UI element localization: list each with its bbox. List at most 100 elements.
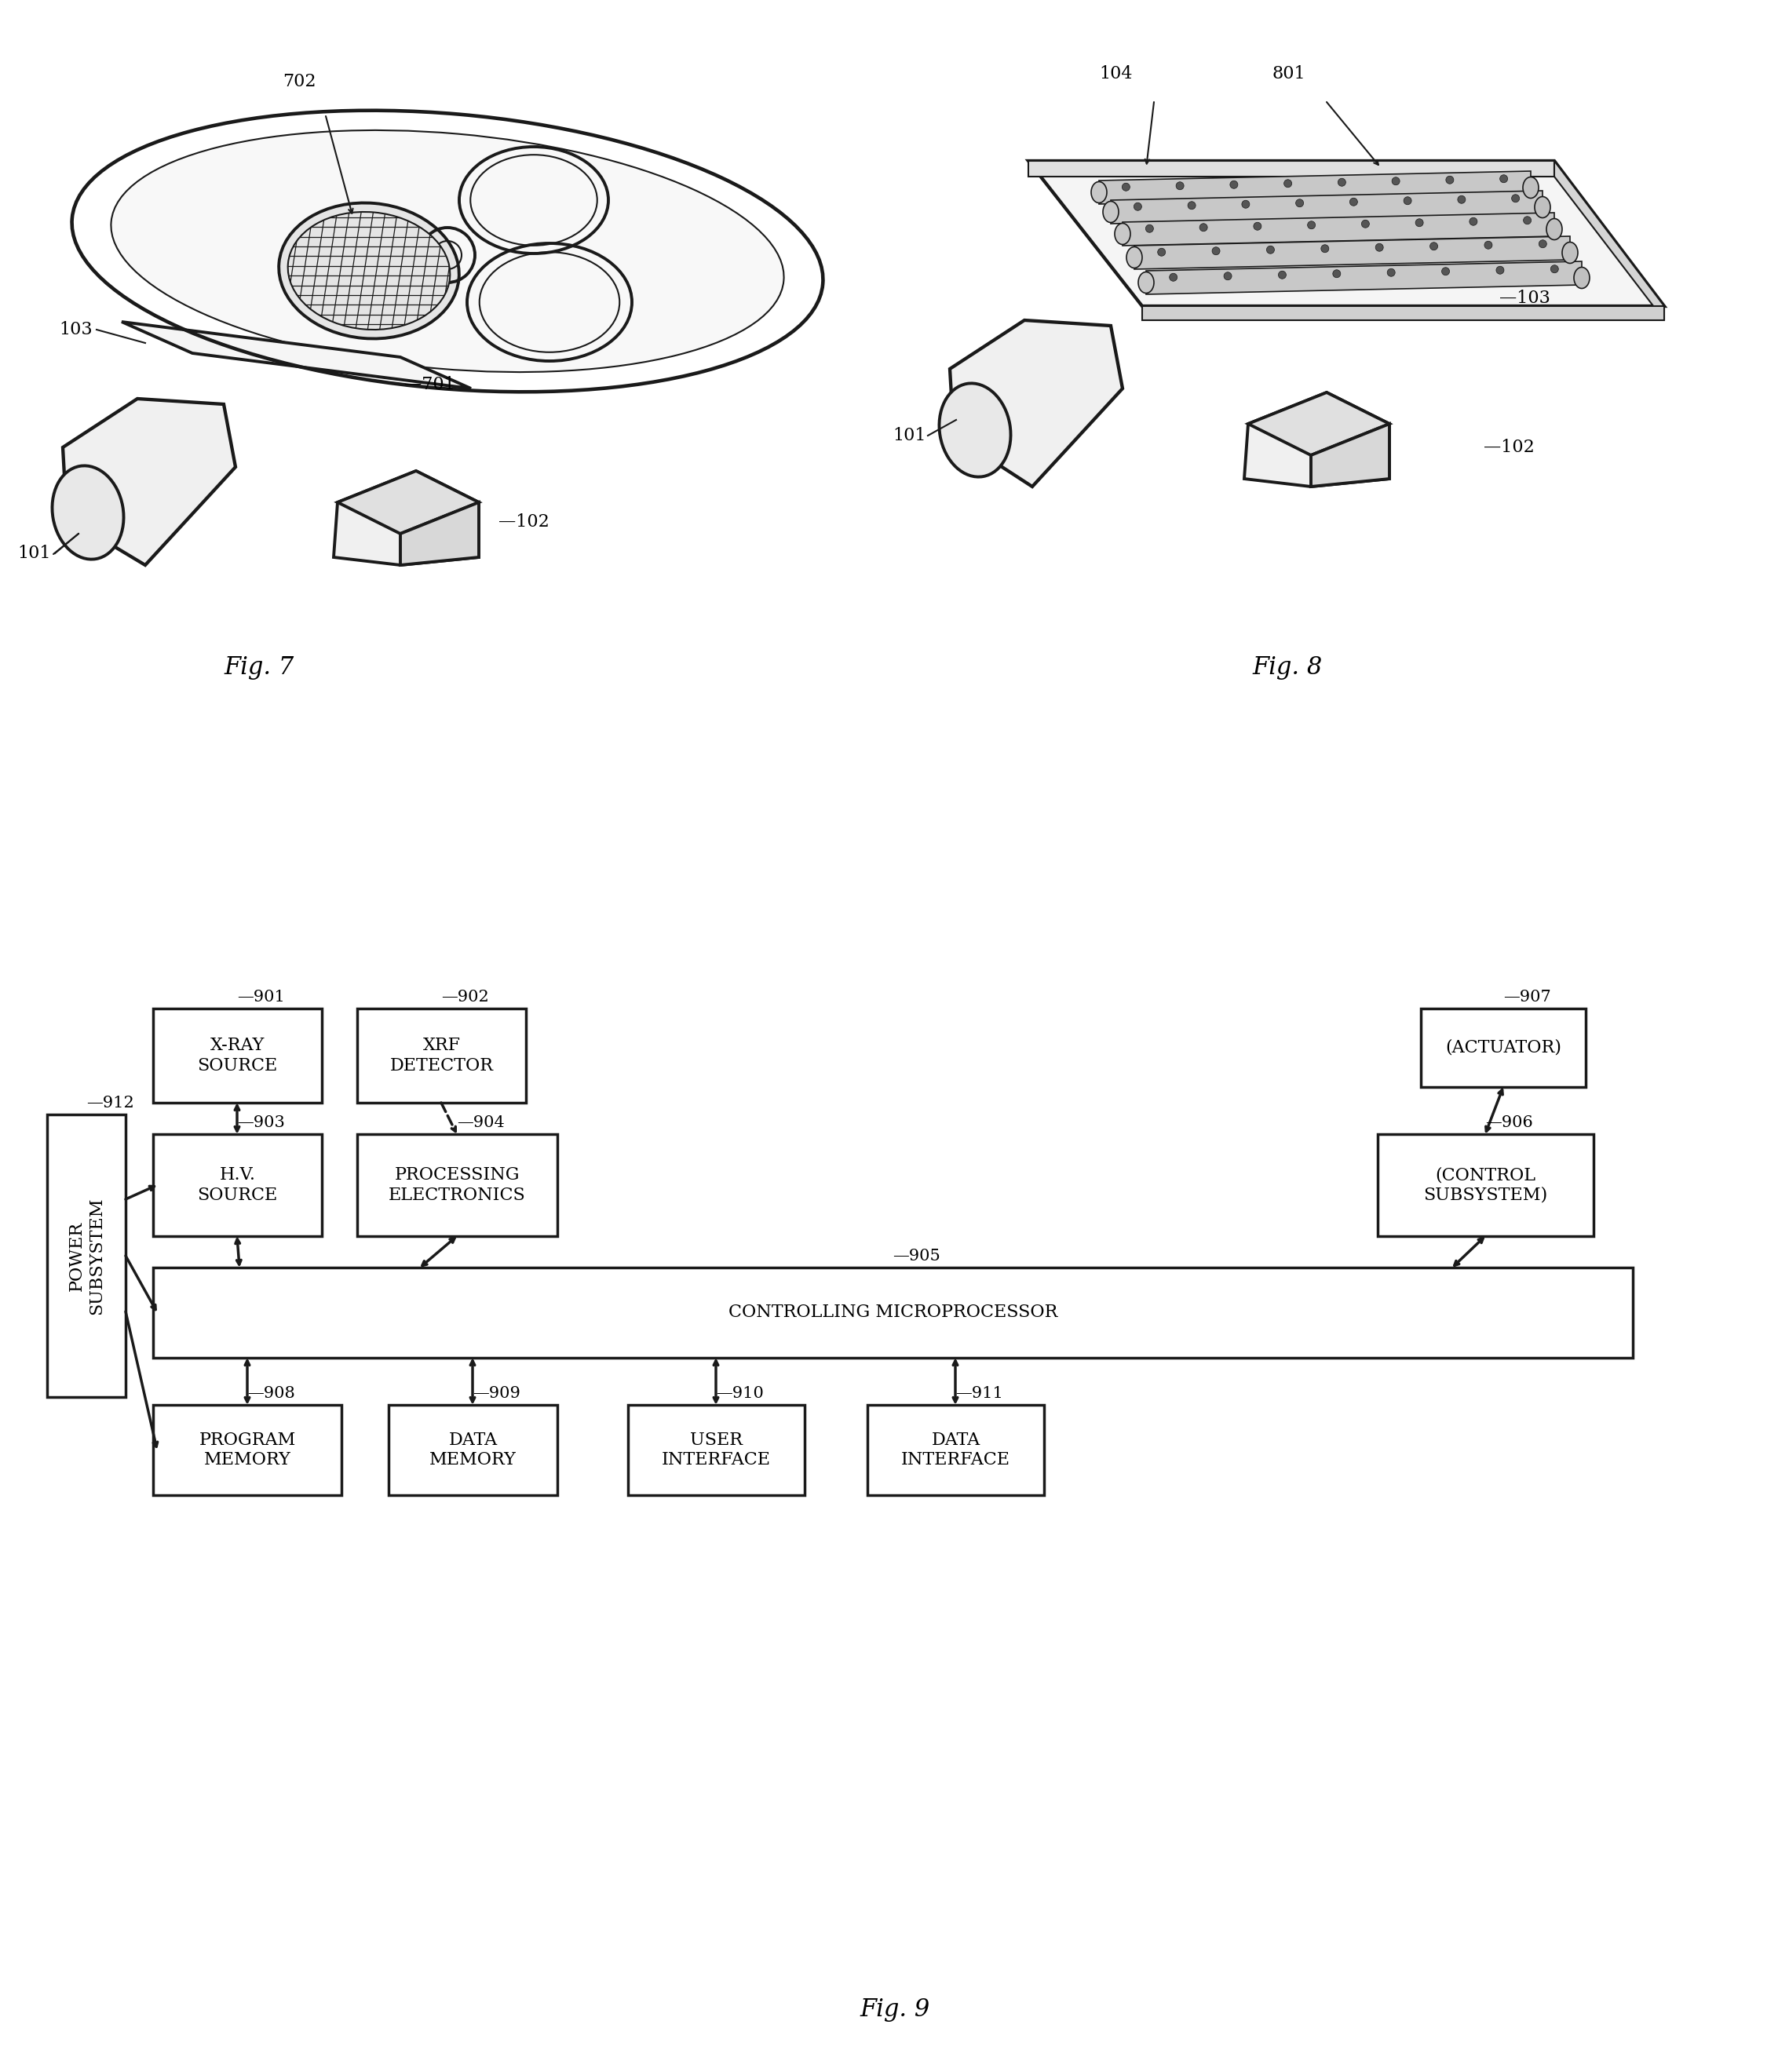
Circle shape: [1145, 224, 1154, 232]
Text: DATA
INTERFACE: DATA INTERFACE: [902, 1432, 1011, 1469]
Circle shape: [1254, 222, 1261, 230]
Bar: [154, 1133, 322, 1237]
Circle shape: [1320, 244, 1329, 253]
Text: —901: —901: [238, 990, 284, 1005]
Text: —701: —701: [404, 375, 454, 394]
Circle shape: [1512, 195, 1519, 203]
Bar: [358, 1009, 526, 1102]
Polygon shape: [1243, 392, 1390, 487]
Polygon shape: [1122, 213, 1555, 247]
Text: 101: 101: [893, 427, 927, 443]
Circle shape: [1279, 271, 1286, 280]
Text: PROGRAM
MEMORY: PROGRAM MEMORY: [199, 1432, 295, 1469]
Ellipse shape: [939, 383, 1011, 477]
Circle shape: [1469, 218, 1478, 226]
Polygon shape: [1029, 162, 1555, 176]
Text: 103: 103: [59, 321, 93, 338]
Polygon shape: [1141, 307, 1664, 321]
Bar: [154, 1268, 1633, 1357]
Circle shape: [1386, 269, 1395, 276]
Ellipse shape: [1522, 176, 1539, 199]
Polygon shape: [401, 501, 479, 566]
Text: Fig. 9: Fig. 9: [861, 1997, 930, 2022]
Circle shape: [1308, 222, 1315, 230]
Text: —911: —911: [955, 1386, 1004, 1401]
Text: —102: —102: [1483, 439, 1535, 456]
Text: DATA
MEMORY: DATA MEMORY: [429, 1432, 517, 1469]
Circle shape: [1333, 269, 1340, 278]
Circle shape: [1175, 182, 1184, 191]
Text: Fig. 7: Fig. 7: [224, 655, 293, 680]
Circle shape: [1157, 249, 1165, 257]
Circle shape: [1267, 247, 1274, 253]
Ellipse shape: [52, 466, 123, 559]
Circle shape: [1496, 267, 1505, 274]
Circle shape: [1231, 180, 1238, 189]
Ellipse shape: [1562, 242, 1578, 263]
Circle shape: [1285, 180, 1292, 186]
Circle shape: [1200, 224, 1208, 232]
Circle shape: [1361, 220, 1369, 228]
Text: 104: 104: [1098, 64, 1132, 83]
Bar: [47, 1115, 125, 1397]
Circle shape: [1442, 267, 1449, 276]
Text: 101: 101: [18, 545, 52, 562]
Polygon shape: [1029, 162, 1664, 307]
Circle shape: [1134, 203, 1141, 211]
Text: —905: —905: [893, 1249, 941, 1264]
Ellipse shape: [111, 131, 784, 373]
Text: —902: —902: [442, 990, 488, 1005]
Polygon shape: [950, 321, 1122, 487]
Polygon shape: [1111, 191, 1542, 224]
Polygon shape: [1311, 425, 1390, 487]
Text: —909: —909: [472, 1386, 521, 1401]
Circle shape: [1188, 201, 1195, 209]
Text: —912: —912: [86, 1096, 134, 1111]
Ellipse shape: [1115, 224, 1131, 244]
Bar: [1420, 1009, 1585, 1088]
Circle shape: [1499, 174, 1508, 182]
Polygon shape: [1555, 162, 1664, 321]
Text: 702: 702: [283, 73, 317, 91]
Circle shape: [1458, 195, 1465, 203]
Circle shape: [1376, 244, 1383, 251]
Text: XRF
DETECTOR: XRF DETECTOR: [390, 1036, 494, 1073]
Text: POWER
SUBSYSTEM: POWER SUBSYSTEM: [68, 1198, 106, 1314]
Circle shape: [1295, 199, 1304, 207]
Circle shape: [1429, 242, 1438, 251]
Polygon shape: [333, 470, 479, 566]
Circle shape: [1170, 274, 1177, 282]
Bar: [1378, 1133, 1594, 1237]
Polygon shape: [1098, 172, 1531, 203]
Text: —910: —910: [716, 1386, 764, 1401]
Circle shape: [1404, 197, 1412, 205]
Text: —908: —908: [247, 1386, 295, 1401]
Text: H.V.
SOURCE: H.V. SOURCE: [197, 1167, 277, 1204]
Text: (CONTROL
SUBSYSTEM): (CONTROL SUBSYSTEM): [1424, 1167, 1547, 1204]
Polygon shape: [1249, 392, 1390, 456]
Text: CONTROLLING MICROPROCESSOR: CONTROLLING MICROPROCESSOR: [728, 1303, 1057, 1322]
Text: —903: —903: [238, 1115, 284, 1129]
Text: —102: —102: [499, 514, 549, 530]
Circle shape: [1539, 240, 1547, 249]
Bar: [388, 1405, 558, 1496]
Text: 801: 801: [1272, 64, 1306, 83]
Polygon shape: [122, 321, 471, 390]
Polygon shape: [1134, 236, 1571, 269]
Circle shape: [1349, 199, 1358, 205]
Ellipse shape: [1102, 201, 1118, 222]
Bar: [628, 1405, 805, 1496]
Text: —103: —103: [1499, 290, 1551, 307]
Text: —906: —906: [1485, 1115, 1533, 1129]
Ellipse shape: [288, 211, 451, 329]
Circle shape: [1446, 176, 1454, 184]
Polygon shape: [63, 398, 236, 566]
Text: PROCESSING
ELECTRONICS: PROCESSING ELECTRONICS: [388, 1167, 526, 1204]
Circle shape: [1551, 265, 1558, 274]
Bar: [154, 1405, 342, 1496]
Text: X-RAY
SOURCE: X-RAY SOURCE: [197, 1036, 277, 1073]
Circle shape: [1338, 178, 1345, 186]
Ellipse shape: [1574, 267, 1590, 288]
Circle shape: [1392, 178, 1399, 184]
Text: USER
INTERFACE: USER INTERFACE: [662, 1432, 771, 1469]
